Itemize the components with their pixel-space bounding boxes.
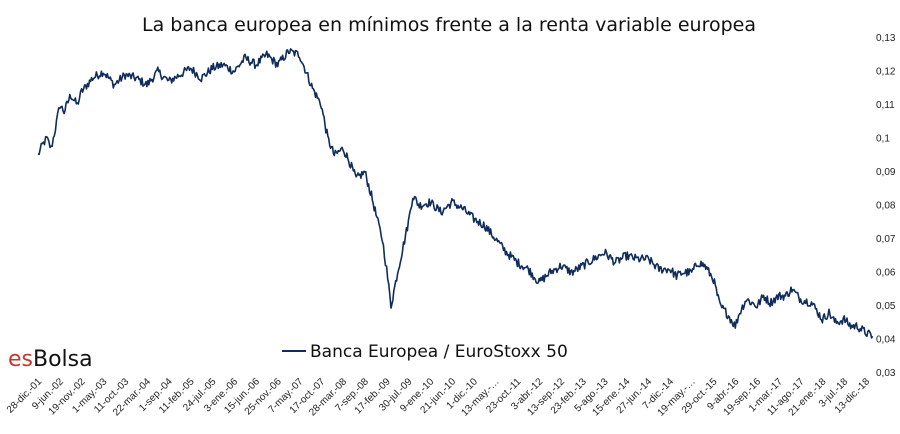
y-tick-label: 0,04 [876,335,896,346]
legend: Banca Europea / EuroStoxx 50 [282,342,568,362]
y-axis: 0,13 0,12 0,11 0,1 0,09 0,08 0,07 0,06 0,05 0,04 0… [876,33,896,379]
y-tick-label: 0,03 [876,368,896,379]
y-tick-label: 0,12 [876,67,896,78]
y-tick-label: 0,08 [876,201,896,212]
logo-suffix: Bolsa [33,347,93,372]
logo-prefix: es [8,347,33,372]
y-tick-label: 0,07 [876,234,896,245]
logo-text: esBolsa [8,347,93,372]
legend-label: Banca Europea / EuroStoxx 50 [310,342,568,362]
y-tick-label: 0,13 [876,33,896,44]
esbolsa-logo: esBolsa [8,347,93,372]
y-tick-label: 0,1 [876,134,890,145]
plot-area [37,48,874,339]
y-tick-label: 0,06 [876,268,896,279]
x-axis: 28-dic.-019-jun.-0219-nov.-021-may.-0311… [5,376,873,419]
chart-title: La banca europea en mínimos frente a la … [142,14,756,36]
y-tick-label: 0,11 [876,100,895,111]
y-tick-label: 0,09 [876,167,896,178]
y-tick-label: 0,05 [876,301,896,312]
series-line [37,48,874,339]
